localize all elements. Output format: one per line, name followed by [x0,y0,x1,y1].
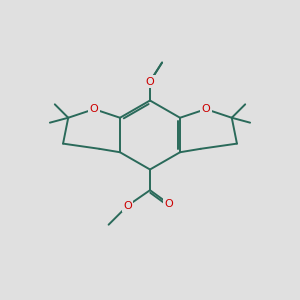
Text: O: O [90,104,98,114]
Text: O: O [146,76,154,86]
Text: O: O [165,199,173,209]
Text: O: O [202,104,210,114]
Text: O: O [123,201,132,211]
